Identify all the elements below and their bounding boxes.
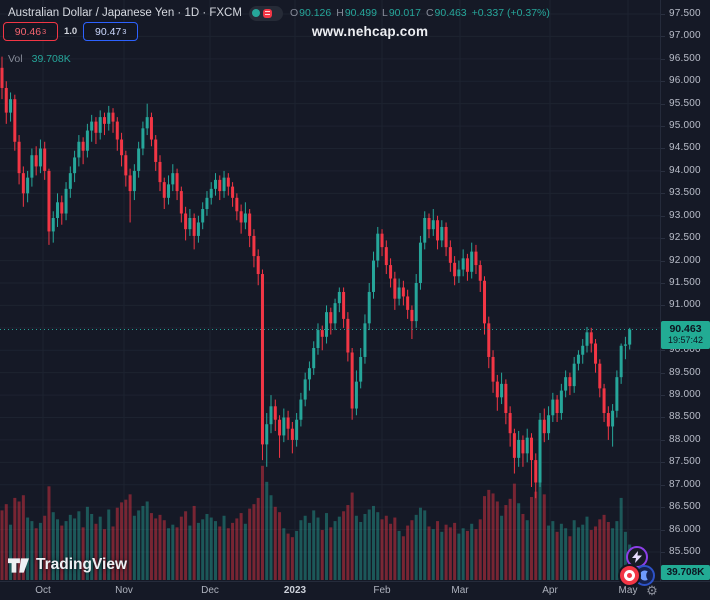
price-tick-mark	[661, 81, 665, 83]
moon-icon	[639, 570, 648, 581]
price-tick-mark	[661, 193, 665, 195]
price-tick-mark	[661, 417, 665, 419]
symbol-title[interactable]: Australian Dollar / Japanese Yen · 1D · …	[8, 7, 242, 19]
time-tick-label: May	[618, 585, 638, 596]
price-tick-mark	[661, 215, 665, 217]
price-tick-mark	[661, 238, 665, 240]
price-tick-mark	[661, 305, 665, 307]
market-open-dot-icon	[251, 9, 260, 17]
price-tick-label: 88.500	[669, 411, 701, 423]
price-tick-label: 90.000	[669, 344, 701, 356]
record-icon	[624, 570, 635, 581]
price-tick-mark	[661, 372, 665, 374]
price-tick-mark	[661, 395, 665, 397]
high-value: 90.499	[344, 7, 377, 19]
price-tick-label: 86.000	[669, 523, 701, 535]
high-label: H	[336, 7, 344, 19]
price-tick-mark	[661, 170, 665, 172]
low-label: L	[381, 7, 388, 19]
price-tick-mark	[661, 103, 665, 105]
close-value: 90.463	[434, 7, 467, 19]
volume-axis-badge: 39.708K	[661, 565, 710, 580]
price-tick-label: 97.500	[669, 8, 701, 19]
ask-price-fraction: 3	[122, 26, 127, 36]
price-tick-label: 91.500	[669, 276, 701, 288]
price-tick-label: 93.000	[669, 209, 701, 221]
price-tick-label: 91.000	[669, 299, 701, 311]
price-tick-label: 87.500	[669, 456, 701, 468]
price-tick-label: 94.500	[669, 142, 701, 154]
volume-label: Vol	[8, 53, 23, 65]
price-tick-mark	[661, 260, 665, 262]
price-tick-mark	[661, 14, 665, 15]
tradingview-logo[interactable]: TradingView	[8, 556, 127, 574]
ohlc-readout: O 90.126 H 90.499 L 90.017 C 90.463 +0.337 (…	[290, 7, 550, 19]
price-tick-mark	[661, 148, 665, 150]
price-tick-mark	[661, 350, 665, 352]
price-tick-label: 96.000	[669, 75, 701, 87]
price-tick-label: 92.000	[669, 254, 701, 266]
spread-value: 1.0	[64, 26, 78, 37]
last-price-badge: 90.463 19:57:42	[661, 321, 710, 349]
change-value: +0.337 (+0.37%)	[471, 7, 550, 19]
price-tick-label: 97.000	[669, 30, 701, 42]
price-tick-label: 86.500	[669, 501, 701, 513]
volume-legend[interactable]: Vol 39.708K	[8, 53, 71, 65]
buy-button[interactable]: 90.47 3	[83, 22, 139, 41]
price-tick-label: 94.000	[669, 164, 701, 176]
price-tick-mark	[661, 507, 665, 509]
price-tick-label: 95.000	[669, 120, 701, 132]
sell-button[interactable]: 90.46 3	[3, 22, 58, 41]
price-tick-mark	[661, 551, 665, 553]
time-tick-label: Dec	[201, 585, 219, 596]
time-axis[interactable]: Oct Nov Dec 2023 Feb Mar Apr May	[0, 581, 710, 600]
gear-icon[interactable]: ⚙	[646, 583, 658, 598]
price-tick-label: 89.000	[669, 389, 701, 401]
price-tick-label: 95.500	[669, 97, 701, 109]
market-status-toggle[interactable]	[248, 5, 283, 21]
time-tick-label: 2023	[283, 585, 307, 596]
time-tick-label: Mar	[451, 585, 469, 596]
price-tick-label: 92.500	[669, 232, 701, 244]
tradingview-logo-icon	[8, 557, 29, 573]
chart-legend: Australian Dollar / Japanese Yen · 1D · …	[8, 5, 550, 21]
price-tick-mark	[661, 36, 665, 38]
ask-price: 90.47	[94, 25, 122, 38]
price-tick-mark	[661, 439, 665, 441]
price-tick-mark	[661, 58, 665, 60]
price-tick-mark	[661, 484, 665, 486]
record-button[interactable]	[618, 564, 641, 587]
bid-price-fraction: 3	[42, 26, 47, 36]
price-tick-label: 96.500	[669, 52, 701, 64]
price-axis[interactable]: 97.500 97.000 96.500 96.000 95.500 95.000 94.5…	[660, 0, 710, 581]
bid-ask-row: 90.46 3 1.0 90.47 3	[3, 22, 139, 41]
volume-value: 39.708K	[31, 53, 71, 65]
time-tick-label: Feb	[373, 585, 391, 596]
price-tick-label: 89.500	[669, 366, 701, 378]
open-value: 90.126	[299, 7, 332, 19]
last-price: 90.463	[669, 323, 702, 335]
price-tick-label: 87.000	[669, 478, 701, 490]
price-tick-mark	[661, 529, 665, 531]
price-tick-mark	[661, 126, 665, 128]
time-tick-label: Nov	[115, 585, 133, 596]
price-tick-label: 93.500	[669, 187, 701, 199]
open-label: O	[289, 7, 299, 19]
bid-price: 90.46	[14, 25, 42, 38]
time-tick-label: Apr	[542, 585, 558, 596]
news-icon	[262, 8, 272, 18]
watermark: www.nehcap.com	[311, 24, 429, 39]
lightning-icon	[632, 551, 642, 563]
time-tick-label: Oct	[35, 585, 51, 596]
price-tick-mark	[661, 282, 665, 284]
price-tick-label: 88.000	[669, 433, 701, 445]
close-label: C	[425, 7, 434, 19]
price-tick-mark	[661, 462, 665, 464]
candlestick-chart[interactable]	[0, 0, 660, 581]
low-value: 90.017	[388, 7, 421, 19]
price-tick-label: 85.500	[669, 545, 701, 557]
tradingview-logo-text: TradingView	[36, 556, 128, 573]
bar-countdown: 19:57:42	[667, 335, 704, 346]
